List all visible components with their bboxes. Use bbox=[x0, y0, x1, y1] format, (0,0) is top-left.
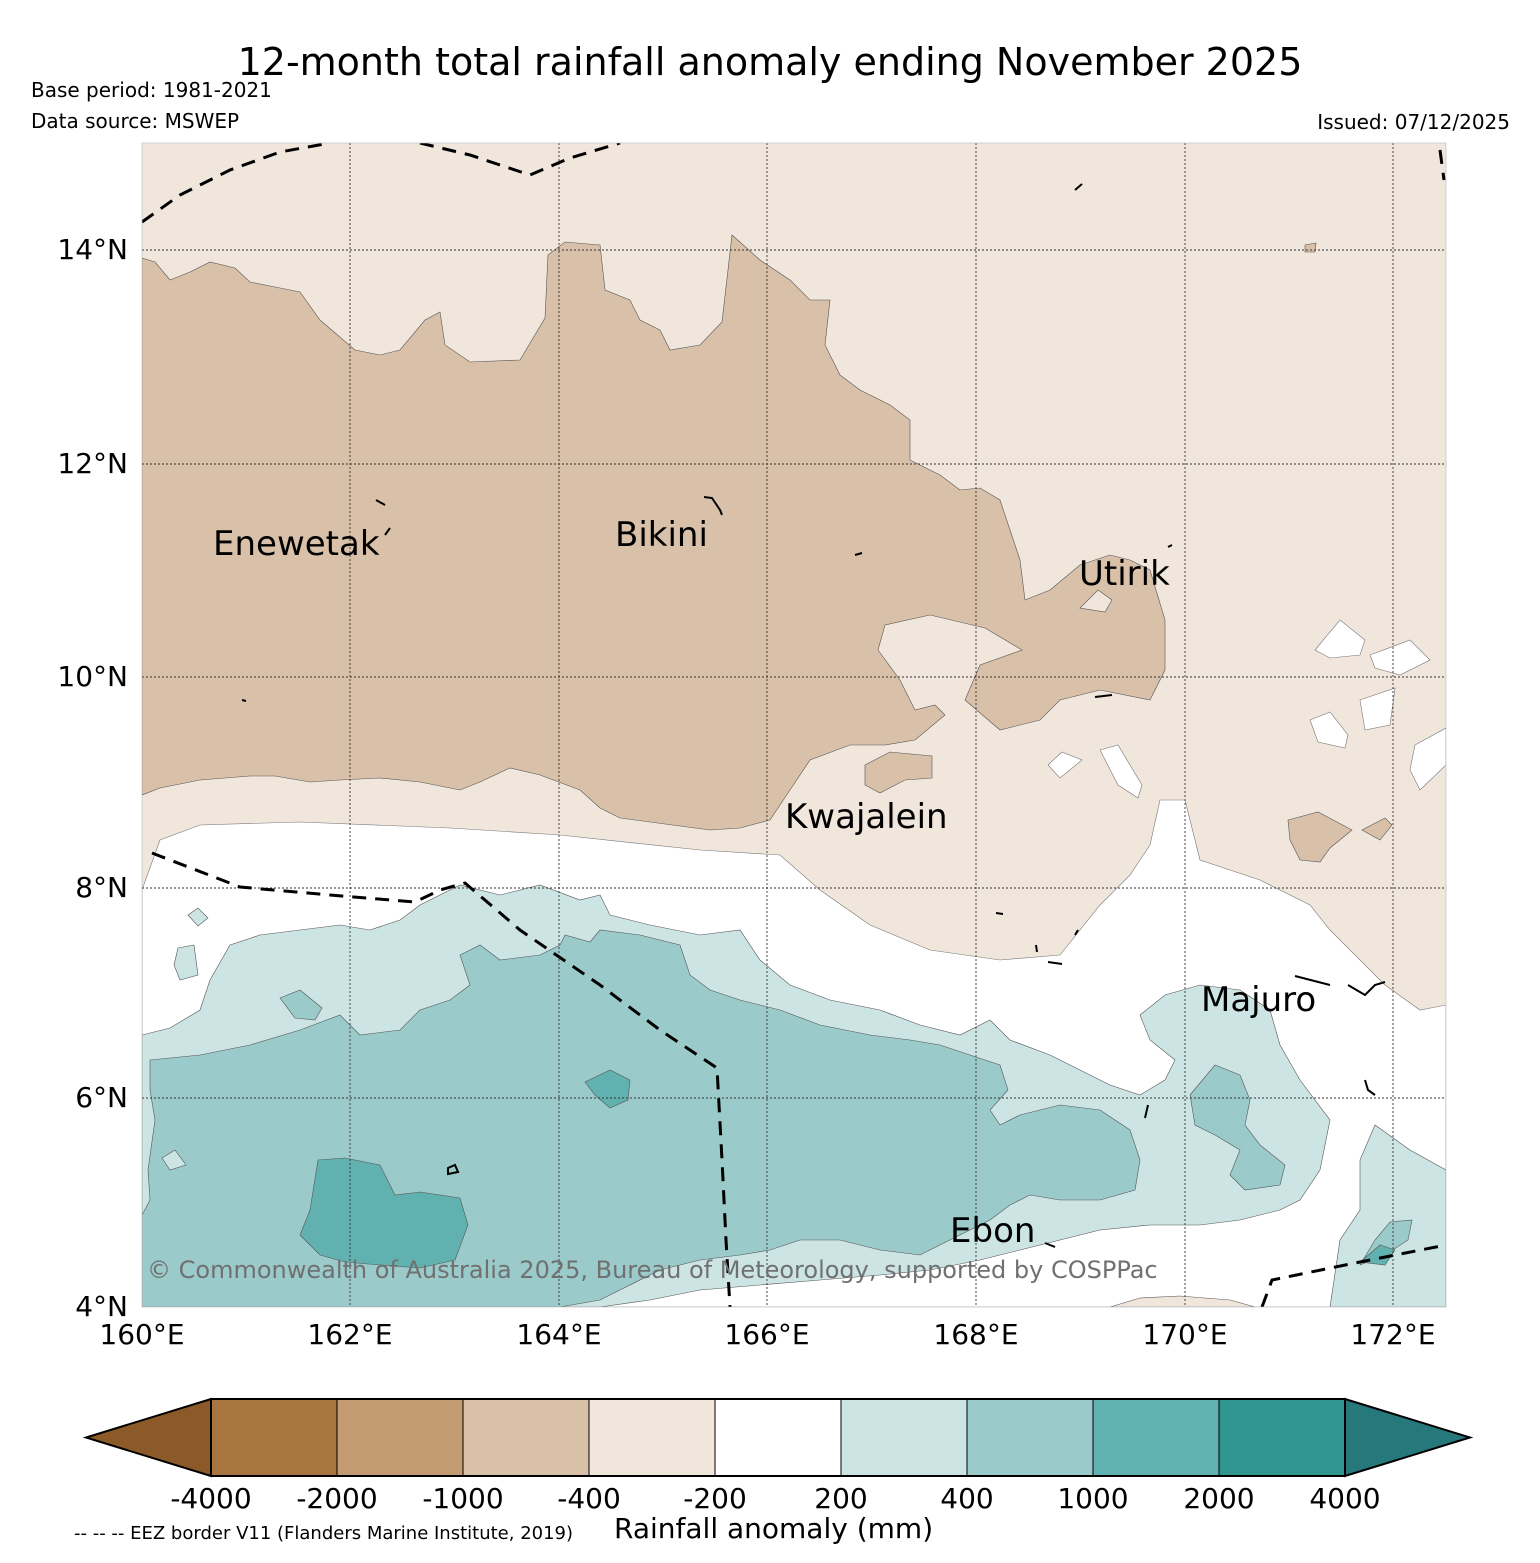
anomaly-patch-normal bbox=[1099, 744, 1143, 799]
colorbar-tick-label: 2000 bbox=[1183, 1482, 1254, 1515]
anomaly-patch-light-dry bbox=[1079, 589, 1113, 613]
anomaly-patch-light-dry bbox=[1109, 1295, 1256, 1307]
colorbar-tick-label: -2000 bbox=[296, 1482, 377, 1515]
colorbar-tick-label: 4000 bbox=[1309, 1482, 1380, 1515]
lat-label: 10°N bbox=[57, 660, 128, 693]
colorbar-tick-label: 1000 bbox=[1057, 1482, 1128, 1515]
anomaly-patch-normal bbox=[1309, 711, 1349, 749]
colorbar-segment bbox=[336, 1398, 464, 1477]
colorbar-tick-label: -200 bbox=[683, 1482, 747, 1515]
lon-label: 160°E bbox=[99, 1318, 184, 1351]
place-label-ebon: Ebon bbox=[950, 1211, 1035, 1251]
anomaly-patch-very-wet bbox=[584, 1069, 631, 1109]
place-label-utirik: Utirik bbox=[1079, 554, 1170, 594]
colorbar-extend-low bbox=[82, 1397, 212, 1478]
colorbar-tick-label: -1000 bbox=[422, 1482, 503, 1515]
eez-border bbox=[142, 143, 1446, 1307]
colorbar-segment bbox=[840, 1398, 968, 1477]
lon-label: 172°E bbox=[1350, 1318, 1435, 1351]
lon-label: 162°E bbox=[307, 1318, 392, 1351]
colorbar-segment bbox=[714, 1398, 842, 1477]
lon-label: 168°E bbox=[933, 1318, 1018, 1351]
eez-legend-note: -- -- -- EEZ border V11 (Flanders Marine… bbox=[74, 1523, 574, 1544]
anomaly-patch-normal bbox=[1314, 619, 1366, 659]
anomaly-patch-wet bbox=[187, 907, 209, 927]
colorbar-segment bbox=[210, 1398, 338, 1477]
map-title: 12-month total rainfall anomaly ending N… bbox=[237, 40, 1303, 84]
anomaly-patch-normal bbox=[1409, 727, 1446, 791]
colorbar: -4000 -2000 -1000 -400 -200 200 400 1000 2000 400… bbox=[82, 1397, 1474, 1515]
anomaly-band-very-wet bbox=[299, 1157, 469, 1269]
anomaly-patch-dry bbox=[1287, 811, 1353, 863]
anomaly-patch-wetter bbox=[1189, 1064, 1286, 1191]
place-label-majuro: Majuro bbox=[1201, 980, 1316, 1020]
colorbar-segment bbox=[588, 1398, 716, 1477]
data-source-label: Data source: MSWEP bbox=[31, 109, 240, 133]
graticule bbox=[142, 143, 1446, 1307]
lat-label: 8°N bbox=[75, 871, 128, 904]
anomaly-patch-normal bbox=[1369, 639, 1431, 676]
lat-label: 6°N bbox=[75, 1081, 128, 1114]
lon-label: 170°E bbox=[1142, 1318, 1227, 1351]
colorbar-frame bbox=[210, 1398, 1346, 1477]
colorbar-tick-label: -4000 bbox=[170, 1482, 251, 1515]
plot-area: © Commonwealth of Australia 2025, Bureau… bbox=[142, 143, 1446, 1307]
issued-date-label: Issued: 07/12/2025 bbox=[1317, 110, 1510, 134]
anomaly-patch-wet bbox=[173, 944, 199, 981]
place-label-enewetak: Enewetak bbox=[213, 524, 380, 564]
lat-label: 12°N bbox=[57, 447, 128, 480]
anomaly-patch-normal bbox=[1359, 687, 1396, 731]
lon-label: 164°E bbox=[516, 1318, 601, 1351]
place-label-bikini: Bikini bbox=[615, 515, 708, 555]
colorbar-title: Rainfall anomaly (mm) bbox=[614, 1512, 934, 1545]
anomaly-band-dry bbox=[142, 234, 1166, 831]
colorbar-segment bbox=[1092, 1398, 1220, 1477]
colorbar-segment bbox=[1218, 1398, 1346, 1477]
atoll-outlines bbox=[241, 183, 1386, 1248]
place-label-kwajalein: Kwajalein bbox=[785, 797, 948, 837]
colorbar-extend-high bbox=[1344, 1397, 1474, 1478]
colorbar-segment bbox=[966, 1398, 1094, 1477]
colorbar-segment bbox=[462, 1398, 590, 1477]
base-period-label: Base period: 1981-2021 bbox=[31, 78, 272, 102]
colorbar-tick-label: -400 bbox=[557, 1482, 621, 1515]
plot-frame bbox=[141, 142, 1447, 1308]
colorbar-tick-label: 200 bbox=[814, 1482, 867, 1515]
lat-label: 4°N bbox=[75, 1290, 128, 1323]
lat-label: 14°N bbox=[57, 233, 128, 266]
anomaly-patch-wetter bbox=[279, 989, 323, 1021]
lon-label: 166°E bbox=[724, 1318, 809, 1351]
anomaly-patch-dry bbox=[864, 751, 933, 794]
copyright-notice: © Commonwealth of Australia 2025, Bureau… bbox=[147, 1256, 1158, 1284]
anomaly-patch-normal bbox=[1047, 751, 1083, 779]
colorbar-tick-label: 400 bbox=[940, 1482, 993, 1515]
anomaly-patch-dry bbox=[1361, 817, 1393, 841]
anomaly-patch-wet bbox=[161, 1149, 187, 1171]
